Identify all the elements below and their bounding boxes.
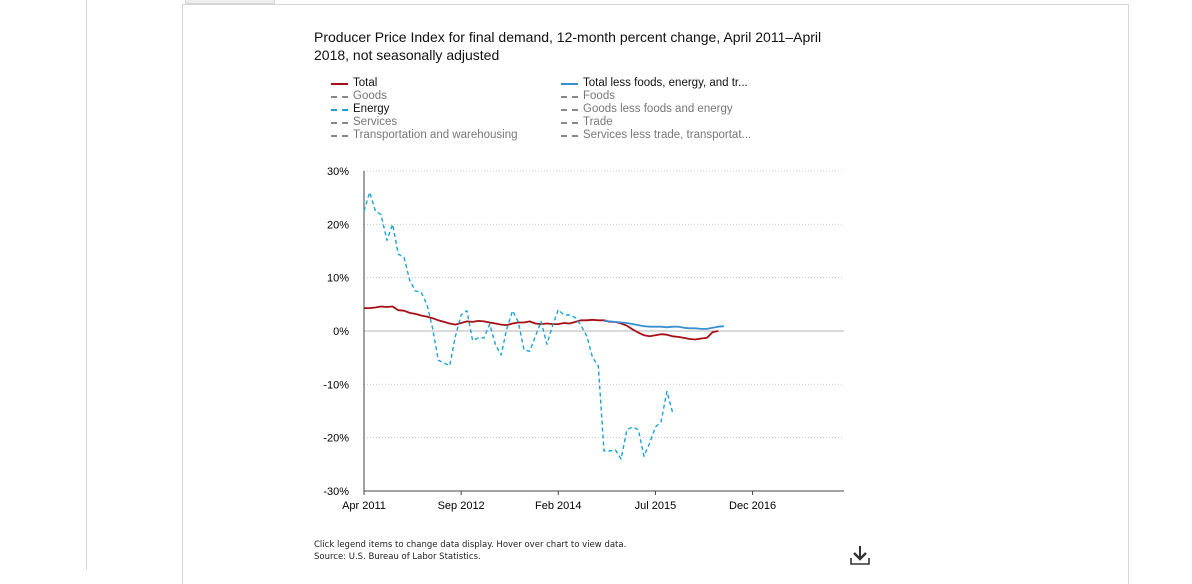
legend-column-left: Total Goods Energy Services Transportation a… — [331, 77, 518, 142]
y-tick-label: -20% — [323, 433, 349, 445]
legend-column-right: Total less foods, energy, and tr... Foods… — [561, 77, 751, 142]
line-chart[interactable]: 30% 20% 10% 0% -10% -20% -30% Apr 2011 Sep 2012 F… — [0, 0, 1192, 520]
tab-stub[interactable] — [185, 0, 275, 4]
legend-label: Services less trade, transportat... — [583, 129, 752, 141]
legend-label: Trade — [583, 116, 613, 128]
legend-item-trade[interactable]: Trade — [561, 116, 751, 129]
x-tick-label: Dec 2016 — [729, 500, 776, 512]
legend-swatch — [331, 82, 348, 85]
y-tick-label: 30% — [327, 166, 349, 178]
x-tick-label: Apr 2011 — [342, 500, 386, 512]
x-tick-label: Jul 2015 — [635, 500, 677, 512]
legend-label: Goods — [353, 90, 387, 102]
legend-item-transportation-and-warehousing[interactable]: Transportation and warehousing — [331, 129, 518, 142]
page-left-rule — [86, 0, 87, 570]
legend-swatch — [561, 134, 578, 137]
footer-source: Source: U.S. Bureau of Labor Statistics. — [314, 552, 481, 562]
legend-item-energy[interactable]: Energy — [331, 103, 518, 116]
x-tick-label: Feb 2014 — [535, 500, 581, 512]
legend-swatch — [561, 82, 578, 85]
legend-item-total[interactable]: Total — [331, 77, 518, 90]
legend-label: Services — [353, 116, 398, 128]
legend-label: Total — [353, 77, 378, 89]
legend-item-services-less-trade-transportat[interactable]: Services less trade, transportat... — [561, 129, 751, 142]
legend-swatch — [331, 121, 348, 124]
legend-swatch — [561, 95, 578, 98]
y-tick-label: 10% — [327, 273, 349, 285]
legend-swatch — [561, 108, 578, 111]
y-tick-label: -10% — [323, 379, 349, 391]
y-tick-label: -30% — [323, 486, 349, 498]
legend-swatch — [331, 95, 348, 98]
y-tick-label: 0% — [333, 326, 349, 338]
legend-label: Foods — [583, 90, 615, 102]
chart-footer: Click legend items to change data displa… — [314, 539, 626, 563]
series-line-total-less-foods-energy-and-tr — [603, 320, 725, 330]
chart-title: Producer Price Index for final demand, 1… — [314, 29, 822, 63]
legend-label: Energy — [353, 103, 390, 115]
legend-item-goods[interactable]: Goods — [331, 90, 518, 103]
download-icon[interactable] — [849, 544, 871, 566]
legend-item-foods[interactable]: Foods — [561, 90, 751, 103]
legend-swatch — [561, 121, 578, 124]
legend-label: Transportation and warehousing — [353, 129, 518, 141]
x-tick-label: Sep 2012 — [438, 500, 485, 512]
y-tick-label: 20% — [327, 219, 349, 231]
legend-item-services[interactable]: Services — [331, 116, 518, 129]
legend-item-goods-less-foods-and-energy[interactable]: Goods less foods and energy — [561, 103, 751, 116]
footer-instructions: Click legend items to change data displa… — [314, 540, 627, 550]
legend-swatch — [331, 108, 348, 111]
legend-item-total-less-foods-energy-and-tr[interactable]: Total less foods, energy, and tr... — [561, 77, 751, 90]
chart-panel — [182, 4, 1129, 584]
series-line-energy — [363, 191, 674, 460]
legend-label: Total less foods, energy, and tr... — [583, 77, 748, 89]
legend-swatch — [331, 134, 348, 137]
legend-label: Goods less foods and energy — [583, 103, 733, 115]
